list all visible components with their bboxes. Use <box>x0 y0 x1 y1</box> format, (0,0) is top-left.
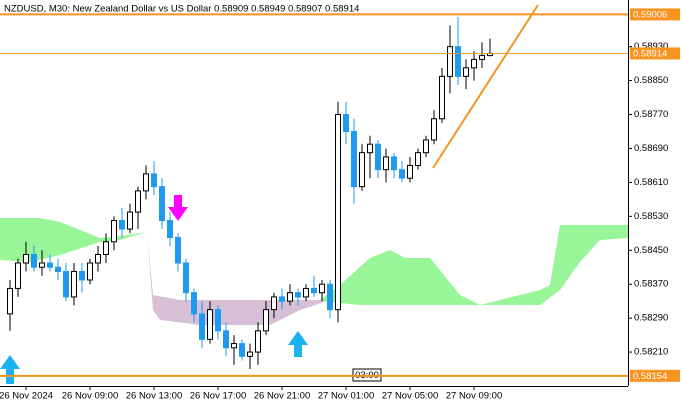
x-tick-label: 27 Nov 09:00 <box>446 391 503 402</box>
buy-arrow <box>288 331 308 357</box>
candle-body <box>63 270 69 298</box>
candle-body <box>295 292 301 298</box>
candle-body <box>239 343 245 357</box>
candle-body <box>103 241 109 256</box>
candle-body <box>471 58 477 69</box>
candle-body <box>311 287 317 294</box>
price-label: 0.58914 <box>633 48 667 59</box>
candle-body <box>343 114 349 132</box>
candle-body <box>55 266 61 272</box>
y-tick-label: 0.58690 <box>634 143 668 154</box>
candle-body <box>135 190 141 213</box>
price-label: 0.59006 <box>633 9 667 20</box>
y-tick-label: 0.58770 <box>634 109 668 120</box>
candle-body <box>231 343 237 349</box>
candle-body <box>399 169 405 179</box>
candle-body <box>151 173 157 188</box>
candle-body <box>7 287 13 315</box>
candle-body <box>367 143 373 154</box>
candle-body <box>23 254 29 264</box>
candle-body <box>15 262 21 289</box>
candle-body <box>431 118 437 141</box>
candle-body <box>383 156 389 171</box>
candle-body <box>375 143 381 171</box>
cloud-bull <box>320 225 628 305</box>
y-tick-label: 0.58290 <box>634 313 668 324</box>
candle-body <box>351 130 357 188</box>
candle-body <box>39 262 45 268</box>
candle-body <box>455 46 461 77</box>
candle-body <box>319 283 325 294</box>
candle-body <box>183 262 189 294</box>
price-label: 0.58154 <box>633 371 667 382</box>
candle-body <box>215 309 221 332</box>
candle-body <box>407 164 413 179</box>
candle-body <box>159 186 165 222</box>
cloud-bull <box>0 218 147 262</box>
candle-body <box>247 351 253 357</box>
candle-body <box>95 254 101 264</box>
candle-body <box>263 309 269 332</box>
candle-body <box>207 309 213 340</box>
candle-body <box>119 220 125 230</box>
candle-body <box>87 262 93 281</box>
candle-body <box>47 262 53 268</box>
x-tick-label: 26 Nov 17:00 <box>190 391 247 402</box>
candle-body <box>167 220 173 239</box>
candle-body <box>31 254 37 268</box>
x-tick-label: 26 Nov 13:00 <box>126 391 183 402</box>
candle-body <box>127 211 133 230</box>
x-tick-label: 26 Nov 21:00 <box>254 391 311 402</box>
candle-body <box>199 313 205 340</box>
y-tick-label: 0.58450 <box>634 245 668 256</box>
x-tick-label: 26 Nov 2024 <box>0 391 53 402</box>
candle-body <box>255 330 261 353</box>
candle-body <box>391 156 397 171</box>
candle-body <box>335 114 341 311</box>
y-tick-label: 0.58370 <box>634 279 668 290</box>
price-label-box <box>630 47 680 60</box>
candle-body <box>71 270 77 298</box>
candle-body <box>439 75 445 120</box>
candle-body <box>359 152 365 188</box>
y-tick-label: 0.58610 <box>634 177 668 188</box>
candle-body <box>463 67 469 77</box>
candle-body <box>287 292 293 302</box>
candle-body <box>223 330 229 349</box>
trend-line <box>432 4 539 169</box>
candle-body <box>191 292 197 315</box>
candle-body <box>271 296 277 311</box>
candle-body <box>447 46 453 77</box>
candle-body <box>111 220 117 243</box>
chart-title: NZDUSD, M30: New Zealand Dollar vs US Do… <box>4 4 359 15</box>
buy-arrow <box>0 355 20 384</box>
plot <box>7 16 493 370</box>
x-tick-label: 27 Nov 05:00 <box>382 391 439 402</box>
candle-body <box>327 283 333 311</box>
candle-body <box>143 173 149 192</box>
y-tick-label: 0.58530 <box>634 211 668 222</box>
price-label-box <box>630 8 680 21</box>
y-tick-label: 0.58930 <box>634 41 668 52</box>
candle-body <box>303 287 309 298</box>
x-tick-label: 27 Nov 01:00 <box>318 391 375 402</box>
price-label-box <box>630 369 680 382</box>
candle-body <box>279 296 285 302</box>
candle-body <box>175 237 181 264</box>
candle-body <box>479 55 485 60</box>
candle-body <box>415 152 421 166</box>
candle-body <box>423 139 429 154</box>
candle-body <box>79 270 85 281</box>
x-tick-label: 26 Nov 09:00 <box>62 391 119 402</box>
y-tick-label: 0.58850 <box>634 75 668 86</box>
y-tick-label: 0.58210 <box>634 347 668 358</box>
sell-arrow <box>168 195 188 221</box>
